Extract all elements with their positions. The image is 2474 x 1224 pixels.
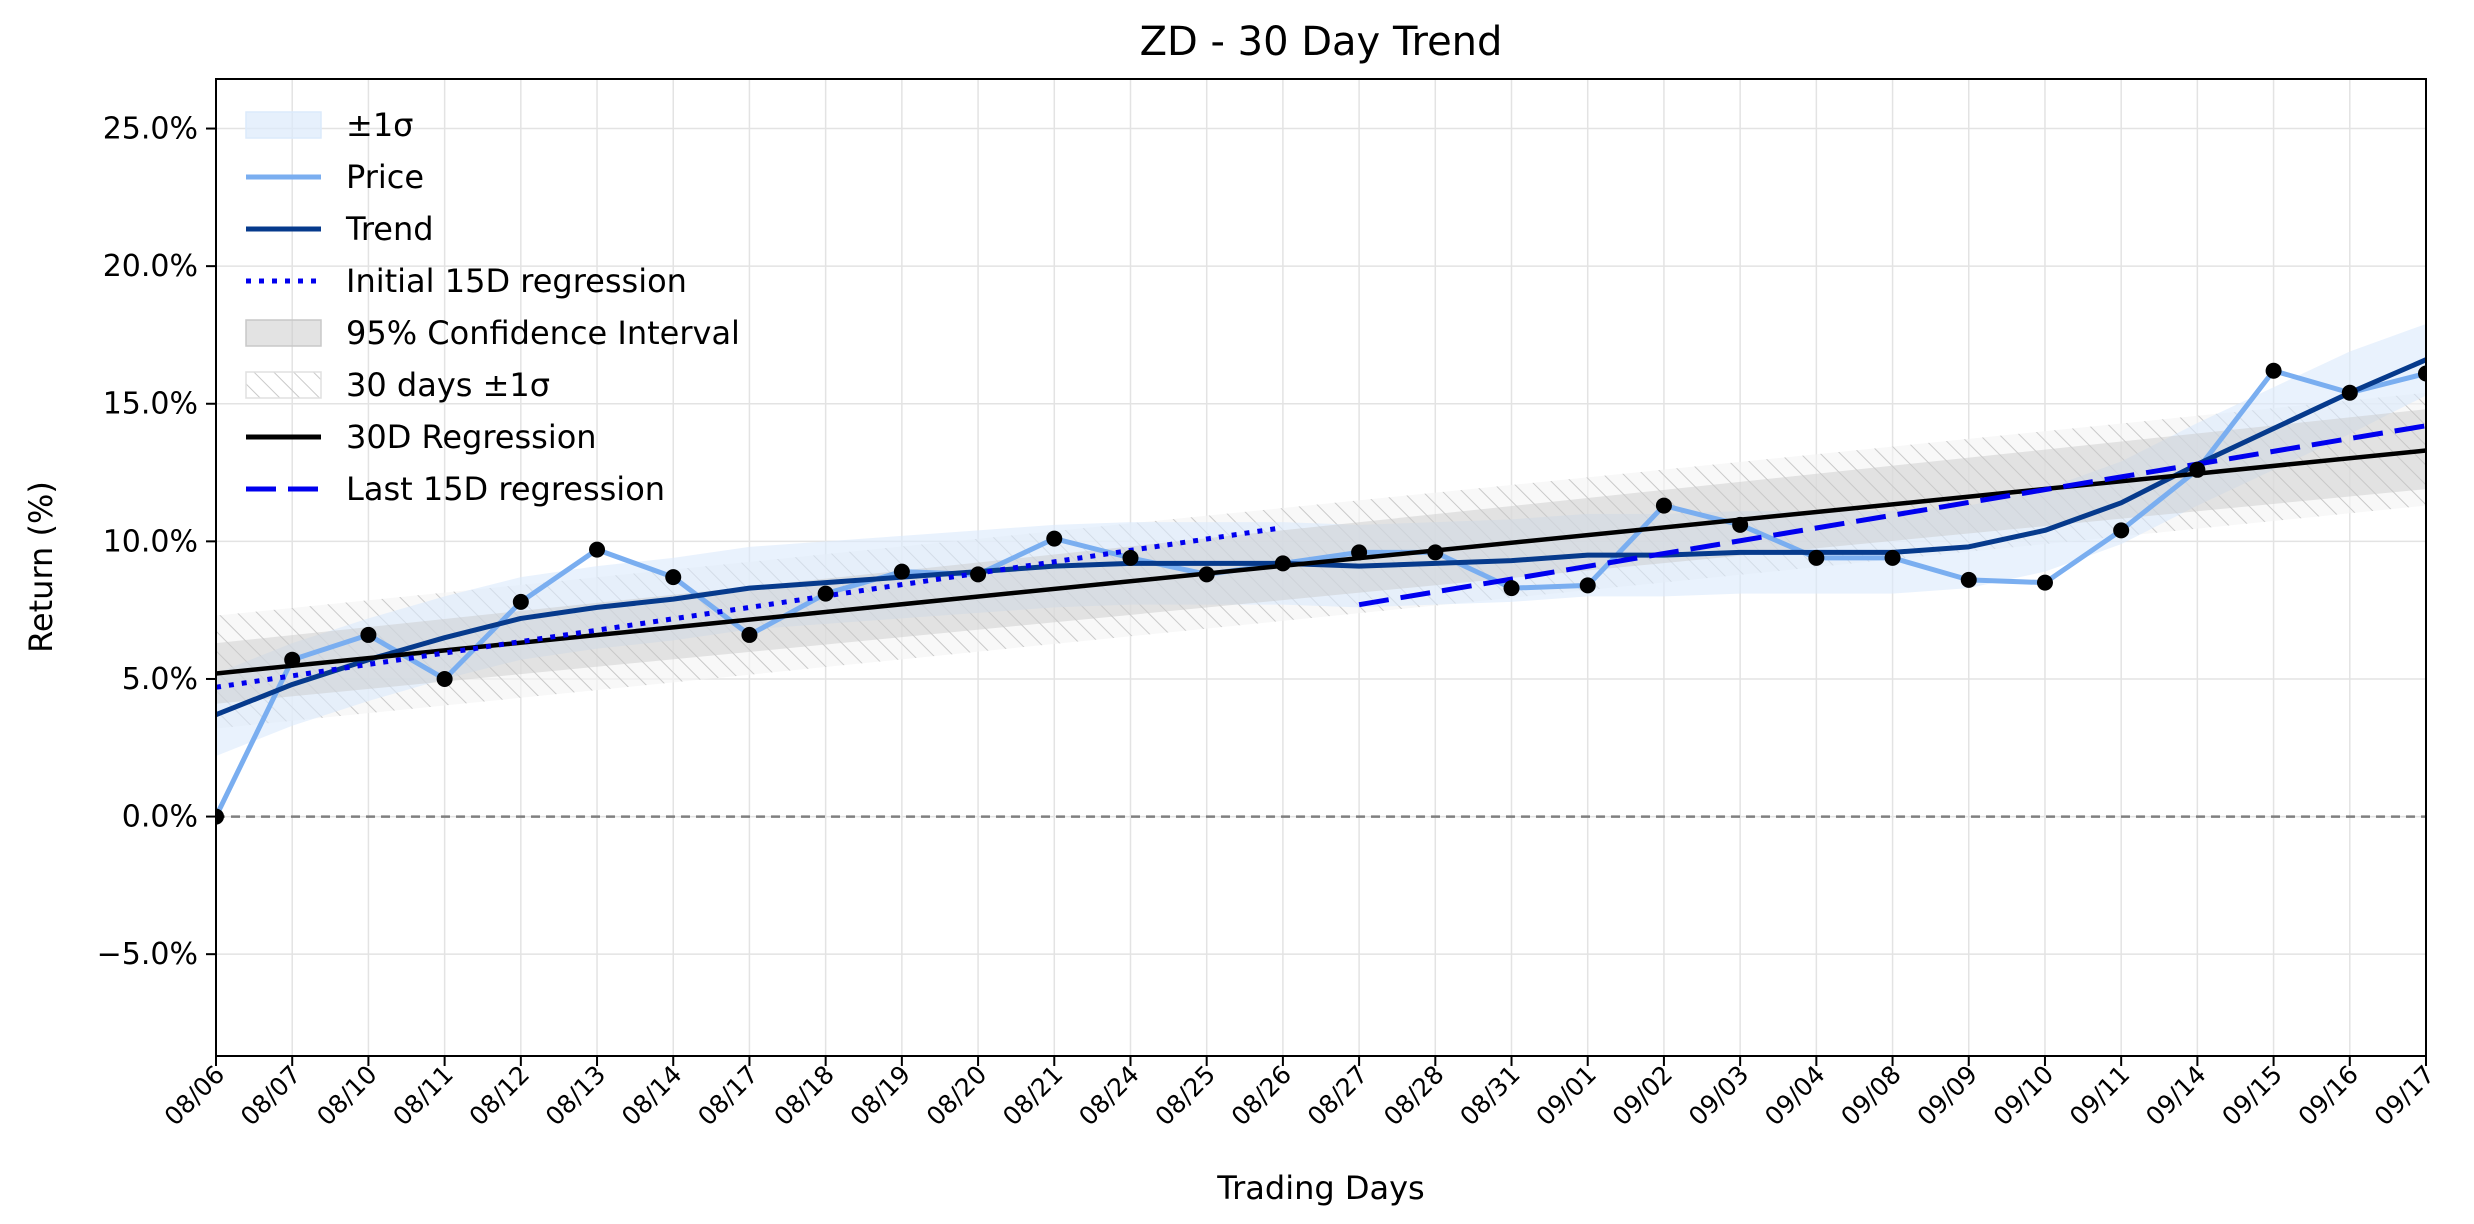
x-tick-label: 09/10 (1988, 1060, 2059, 1131)
legend-label: ±1σ (346, 106, 413, 144)
price-point (284, 651, 301, 668)
legend-label: Last 15D regression (346, 470, 665, 508)
y-tick-label: 15.0% (103, 387, 198, 422)
price-point (2036, 574, 2053, 591)
x-tick-label: 09/09 (1912, 1060, 1983, 1131)
price-point (1732, 516, 1749, 533)
price-point (1960, 571, 1977, 588)
legend-label: Trend (345, 210, 434, 248)
x-tick-label: 08/21 (997, 1060, 1068, 1131)
x-tick-label: 08/25 (1149, 1060, 1220, 1131)
x-axis-label: Trading Days (1216, 1169, 1424, 1207)
price-point (1351, 544, 1368, 561)
legend-label: Initial 15D regression (346, 262, 687, 300)
x-tick-label: 09/08 (1835, 1060, 1906, 1131)
price-point (1427, 544, 1444, 561)
price-point (1655, 497, 1672, 514)
price-point (436, 670, 453, 687)
price-point (589, 541, 606, 558)
x-tick-label: 08/20 (921, 1060, 992, 1131)
x-tick-label: 08/26 (1226, 1060, 1297, 1131)
price-point (1198, 566, 1215, 583)
x-tick-label: 08/17 (692, 1060, 763, 1131)
legend-label: 95% Confidence Interval (346, 314, 740, 352)
price-point (2418, 365, 2426, 382)
x-tick-label: 09/04 (1759, 1060, 1830, 1131)
price-point (1503, 580, 1520, 597)
series-price-line (216, 368, 2426, 818)
plot-area (216, 323, 2426, 825)
x-tick-label: 09/03 (1683, 1060, 1754, 1131)
x-tick-label: 08/11 (387, 1060, 458, 1131)
chart-title: ZD - 30 Day Trend (1140, 19, 1503, 65)
plot-frame (215, 78, 2427, 1057)
series-last-15d-regression (1358, 423, 2426, 608)
price-point (817, 585, 834, 602)
y-tick-label: 0.0% (122, 800, 198, 835)
x-tick-label: 09/11 (2064, 1060, 2135, 1131)
x-tick-label: 08/07 (235, 1060, 306, 1131)
series-trend-line (216, 357, 2426, 718)
price-point (1046, 530, 1063, 547)
x-tick-label: 09/16 (2293, 1060, 2364, 1131)
legend-swatch (245, 371, 322, 399)
y-axis-label: Return (%) (22, 481, 60, 653)
y-tick-label: 25.0% (103, 112, 198, 147)
x-tick-label: 09/17 (2369, 1060, 2440, 1131)
x-tick-label: 08/13 (540, 1060, 611, 1131)
price-point (893, 563, 910, 580)
price-point (1579, 577, 1596, 594)
x-tick-label: 08/18 (768, 1060, 839, 1131)
price-point (512, 593, 529, 610)
price-point (970, 566, 987, 583)
legend: ±1σ Price Trend Initial 15D regression 95% C… (245, 106, 740, 508)
price-point (741, 626, 758, 643)
legend-swatch (245, 319, 322, 347)
price-point (2113, 522, 2130, 539)
y-tick-label: 5.0% (122, 662, 198, 697)
y-tick-label: 20.0% (103, 249, 198, 284)
price-point (1884, 549, 1901, 566)
series-30d-regression (216, 448, 2426, 676)
x-tick-label: 09/15 (2216, 1060, 2287, 1131)
y-tick-label: 10.0% (103, 524, 198, 559)
y-tick-label: −5.0% (97, 937, 198, 972)
price-point (1274, 555, 1291, 572)
legend-swatch (245, 111, 322, 139)
price-point (2265, 362, 2282, 379)
legend-label: 30 days ±1σ (346, 366, 550, 404)
price-point (665, 569, 682, 586)
price-point (1808, 549, 1825, 566)
series-initial-15d-regression (216, 525, 1284, 690)
x-tick-label: 09/14 (2140, 1060, 2211, 1131)
x-tick-label: 08/28 (1378, 1060, 1449, 1131)
x-tick-label: 09/01 (1531, 1060, 1602, 1131)
legend-label: 30D Regression (346, 418, 597, 456)
x-tick-label: 08/14 (616, 1060, 687, 1131)
x-tick-label: 08/10 (311, 1060, 382, 1131)
price-point (216, 808, 224, 825)
x-tick-label: 08/19 (845, 1060, 916, 1131)
band-trend-sigma (216, 323, 2426, 757)
price-point (2341, 384, 2358, 401)
price-point (2189, 461, 2206, 478)
price-point (360, 626, 377, 643)
price-point (1122, 549, 1139, 566)
x-tick-label: 08/06 (159, 1060, 230, 1131)
legend-label: Price (346, 158, 424, 196)
x-tick-label: 09/02 (1607, 1060, 1678, 1131)
x-tick-label: 08/27 (1302, 1060, 1373, 1131)
x-tick-label: 08/12 (464, 1060, 535, 1131)
x-tick-label: 08/24 (1073, 1060, 1144, 1131)
x-tick-label: 08/31 (1454, 1060, 1525, 1131)
